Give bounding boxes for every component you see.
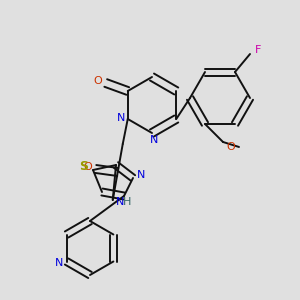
Text: N: N: [116, 197, 124, 207]
Text: O: O: [83, 162, 92, 172]
Text: N: N: [54, 259, 63, 269]
Text: O: O: [226, 142, 236, 152]
Text: N: N: [137, 170, 145, 180]
Text: F: F: [255, 45, 261, 55]
Text: N: N: [117, 113, 125, 123]
Text: S: S: [80, 160, 88, 173]
Text: N: N: [150, 135, 158, 145]
Text: O: O: [93, 76, 102, 86]
Text: H: H: [123, 197, 131, 207]
